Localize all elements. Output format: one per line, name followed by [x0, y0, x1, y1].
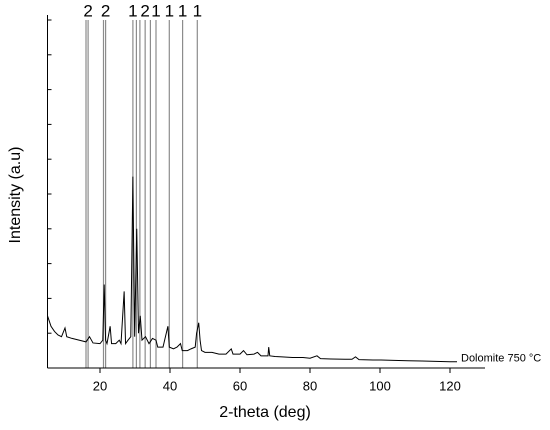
reference-label: 1 — [128, 1, 137, 20]
reference-label: 1 — [165, 1, 174, 20]
reference-label: 2 — [140, 1, 149, 20]
x-axis-title: 2-theta (deg) — [219, 404, 311, 421]
x-tick-label: 60 — [233, 378, 247, 393]
y-axis-title: Intensity (a.u) — [7, 147, 24, 244]
reference-label: 1 — [193, 1, 202, 20]
reference-label: 2 — [83, 1, 92, 20]
x-tick-label: 120 — [439, 378, 461, 393]
data-line — [47, 176, 457, 363]
reference-label: 1 — [151, 1, 160, 20]
reference-label: 2 — [101, 1, 110, 20]
reference-label: 1 — [178, 1, 187, 20]
x-tick-label: 80 — [303, 378, 317, 393]
series-label: Dolomite 750 °C — [461, 353, 541, 365]
x-tick-label: 20 — [93, 378, 107, 393]
x-tick-label: 100 — [369, 378, 391, 393]
x-tick-label: 40 — [163, 378, 177, 393]
